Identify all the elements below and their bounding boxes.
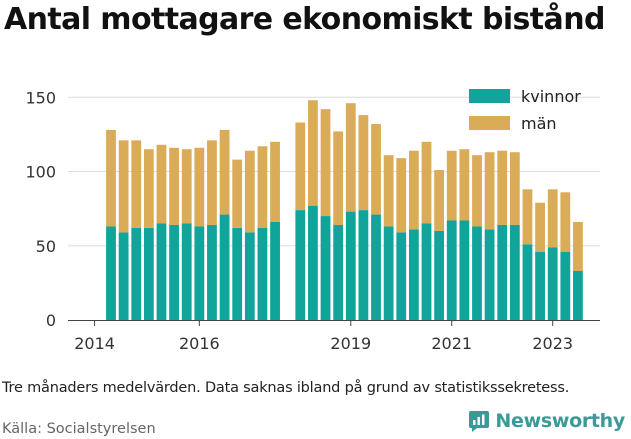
x-tick-label: 2019 xyxy=(330,334,371,353)
bar-kvinnor-2016Q3 xyxy=(219,214,230,320)
bar-kvinnor-2020Q2 xyxy=(408,229,419,320)
bar-man-2019Q3 xyxy=(371,123,381,215)
bar-kvinnor-2018Q2 xyxy=(308,205,318,320)
newsworthy-logo-text: Newsworthy xyxy=(495,410,625,432)
bar-man-2015Q4 xyxy=(181,149,192,224)
bar-man-2023Q3 xyxy=(573,221,583,271)
bar-man-2018Q3 xyxy=(320,109,331,217)
bar-man-2022Q4 xyxy=(535,202,545,252)
bar-kvinnor-2019Q4 xyxy=(383,226,394,320)
bar-kvinnor-2015Q1 xyxy=(143,227,154,320)
bar-kvinnor-2020Q3 xyxy=(421,223,432,320)
bar-kvinnor-2020Q4 xyxy=(434,230,445,320)
x-tick-label: 2021 xyxy=(431,334,472,353)
bar-man-2014Q2 xyxy=(106,129,116,227)
bar-kvinnor-2022Q1 xyxy=(497,224,508,320)
bar-man-2019Q1 xyxy=(345,103,356,212)
bar-kvinnor-2019Q2 xyxy=(358,210,369,320)
bar-kvinnor-2014Q4 xyxy=(131,227,142,320)
bar-man-2016Q4 xyxy=(232,159,243,228)
bar-man-2022Q2 xyxy=(509,152,520,225)
bar-man-2015Q1 xyxy=(143,149,154,228)
bar-man-2016Q1 xyxy=(194,147,205,227)
legend-label-man: män xyxy=(521,114,557,133)
legend-swatch-kvinnor xyxy=(469,89,510,103)
bar-kvinnor-2022Q3 xyxy=(522,244,533,320)
bar-kvinnor-2017Q3 xyxy=(270,221,280,320)
bar-kvinnor-2017Q1 xyxy=(244,232,255,320)
bar-kvinnor-2021Q1 xyxy=(446,220,457,320)
y-tick-label: 0 xyxy=(46,311,56,330)
bar-kvinnor-2020Q1 xyxy=(396,232,407,320)
bar-kvinnor-2023Q3 xyxy=(573,270,583,320)
bar-kvinnor-2021Q2 xyxy=(459,220,470,320)
source-note: Källa: Socialstyrelsen xyxy=(2,421,156,437)
bar-kvinnor-2015Q2 xyxy=(156,223,167,320)
bar-man-2019Q4 xyxy=(383,155,394,227)
legend-swatch-man xyxy=(469,116,510,130)
bar-kvinnor-2023Q1 xyxy=(547,247,558,320)
bar-kvinnor-2018Q4 xyxy=(333,224,344,320)
bar-man-2023Q1 xyxy=(547,189,558,248)
bar-man-2016Q2 xyxy=(207,140,217,225)
bar-kvinnor-2015Q3 xyxy=(169,224,179,320)
newsworthy-logo[interactable]: Newsworthy xyxy=(468,410,625,432)
y-tick-label: 100 xyxy=(25,163,56,182)
bar-man-2014Q4 xyxy=(131,140,142,228)
bar-kvinnor-2015Q4 xyxy=(181,223,192,320)
bar-man-2017Q2 xyxy=(257,146,268,228)
bar-man-2018Q2 xyxy=(308,100,318,206)
chart-caption: Tre månaders medelvärden. Data saknas ib… xyxy=(2,380,570,396)
bar-man-2021Q4 xyxy=(484,152,495,230)
bar-man-2016Q3 xyxy=(219,129,230,215)
legend: kvinnor män xyxy=(469,87,581,133)
bar-man-2017Q1 xyxy=(244,150,255,233)
bar-man-2023Q2 xyxy=(560,192,571,252)
bar-kvinnor-2021Q4 xyxy=(484,229,495,320)
bar-kvinnor-2023Q2 xyxy=(560,251,571,320)
x-tick-label: 2014 xyxy=(74,334,115,353)
bar-kvinnor-2014Q3 xyxy=(118,232,129,320)
x-tick-label: 2016 xyxy=(179,334,220,353)
bar-kvinnor-2016Q4 xyxy=(232,227,243,320)
bar-kvinnor-2016Q1 xyxy=(194,226,205,320)
bar-man-2020Q2 xyxy=(408,150,419,230)
axes: 0 50 100 150 2014 2016 2019 2021 2023 xyxy=(25,88,600,353)
y-tick-label: 150 xyxy=(25,88,56,107)
bars xyxy=(106,100,583,320)
bar-man-2022Q1 xyxy=(497,150,508,225)
bar-kvinnor-2017Q2 xyxy=(257,227,268,320)
bar-man-2019Q2 xyxy=(358,115,369,211)
bar-kvinnor-2018Q1 xyxy=(295,210,306,320)
bar-man-2020Q3 xyxy=(421,141,432,224)
bar-kvinnor-2019Q3 xyxy=(371,214,381,320)
bar-man-2018Q4 xyxy=(333,131,344,225)
chart-title: Antal mottagare ekonomiskt bistånd xyxy=(4,2,605,37)
bar-man-2014Q3 xyxy=(118,140,129,233)
bar-kvinnor-2022Q2 xyxy=(509,224,520,320)
y-tick-label: 50 xyxy=(36,237,56,256)
bar-kvinnor-2021Q3 xyxy=(472,226,482,320)
bar-man-2018Q1 xyxy=(295,122,306,211)
bar-kvinnor-2016Q2 xyxy=(207,224,217,320)
x-tick-label: 2023 xyxy=(532,334,573,353)
bar-man-2015Q2 xyxy=(156,144,167,224)
newsworthy-chart-icon xyxy=(469,411,490,432)
bar-kvinnor-2022Q4 xyxy=(535,251,545,320)
bar-man-2020Q1 xyxy=(396,158,407,233)
bar-kvinnor-2018Q3 xyxy=(320,216,331,320)
bar-kvinnor-2014Q2 xyxy=(106,226,116,320)
bar-man-2020Q4 xyxy=(434,170,445,231)
bar-man-2021Q2 xyxy=(459,149,470,221)
bar-man-2015Q3 xyxy=(169,147,179,225)
bar-man-2017Q3 xyxy=(270,141,280,222)
bar-man-2022Q3 xyxy=(522,189,533,245)
legend-label-kvinnor: kvinnor xyxy=(521,87,581,106)
bar-man-2021Q3 xyxy=(472,155,482,227)
bar-man-2021Q1 xyxy=(446,150,457,221)
bar-kvinnor-2019Q1 xyxy=(345,211,356,320)
